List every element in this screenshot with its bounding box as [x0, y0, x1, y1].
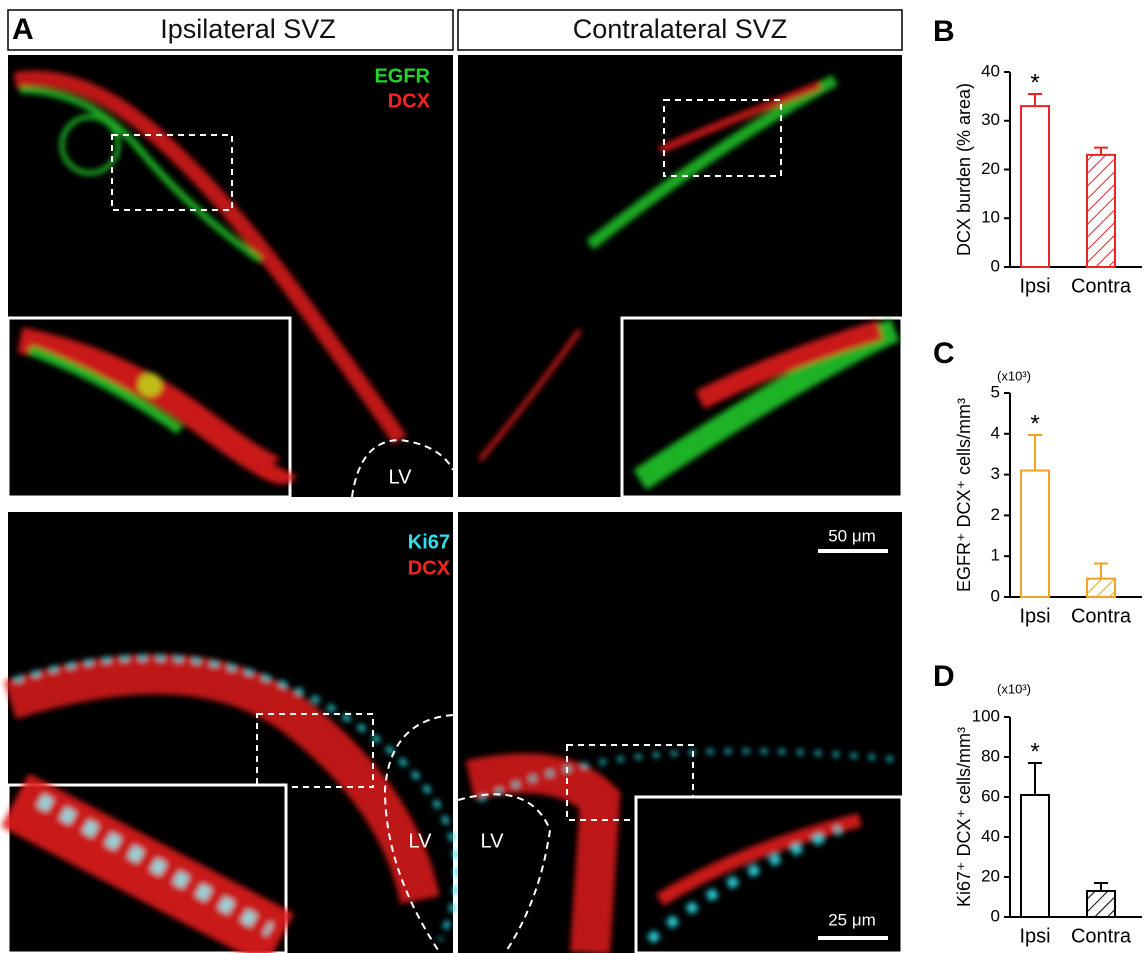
- x-tick-label: Ipsi: [1019, 605, 1050, 627]
- header-box: [7, 9, 454, 51]
- y-axis-label: EGFR⁺ DCX⁺ cells/mm³: [954, 398, 974, 592]
- micrograph: [6, 55, 454, 499]
- micrograph: [457, 512, 904, 953]
- error-bar: [1028, 762, 1042, 795]
- column-header: Ipsilateral SVZ: [160, 14, 336, 44]
- channel-label: Ki67: [408, 531, 450, 553]
- lv-label: LV: [481, 830, 505, 852]
- lv-label: LV: [389, 466, 413, 488]
- significance-mark: *: [1030, 738, 1039, 765]
- y-tick-label: 20: [981, 159, 1000, 178]
- y-tick-label: 1: [991, 546, 1000, 565]
- error-bar: [1094, 562, 1108, 579]
- error-bar: [1094, 146, 1108, 155]
- error-bar: [1028, 434, 1042, 471]
- y-tick-label: 3: [991, 464, 1000, 483]
- axis-multiplier: (x10³): [997, 681, 1031, 696]
- panel-letter: D: [933, 660, 955, 693]
- channel-label: DCX: [388, 90, 431, 112]
- bar: [1086, 577, 1116, 599]
- y-tick-label: 80: [981, 746, 1000, 765]
- header-box: [457, 9, 903, 51]
- error-bar: [1094, 882, 1108, 891]
- bar: [1020, 794, 1050, 918]
- channel-label: DCX: [408, 557, 451, 579]
- y-tick-label: 2: [991, 505, 1000, 524]
- significance-mark: *: [1030, 69, 1039, 96]
- y-tick-label: 40: [981, 61, 1000, 80]
- x-tick-label: Contra: [1071, 275, 1132, 297]
- column-header: Contralateral SVZ: [573, 14, 788, 44]
- x-tick-label: Ipsi: [1019, 275, 1050, 297]
- y-tick-label: 10: [981, 208, 1000, 227]
- channel-label: EGFR: [374, 65, 430, 87]
- x-tick-label: Ipsi: [1019, 925, 1050, 947]
- bar: [1020, 469, 1050, 598]
- micrograph: [0, 512, 461, 953]
- bar: [1020, 105, 1050, 268]
- panel-letter: C: [933, 337, 955, 370]
- y-tick-label: 0: [991, 906, 1000, 925]
- y-tick-label: 4: [991, 423, 1000, 442]
- x-tick-label: Contra: [1071, 605, 1132, 627]
- panel-letter: A: [12, 13, 34, 46]
- x-tick-label: Contra: [1071, 925, 1132, 947]
- y-tick-label: 20: [981, 866, 1000, 885]
- y-tick-label: 0: [991, 586, 1000, 605]
- significance-mark: *: [1030, 410, 1039, 437]
- y-tick-label: 0: [991, 256, 1000, 275]
- y-tick-label: 60: [981, 786, 1000, 805]
- bar: [1086, 890, 1116, 918]
- micrograph: [458, 55, 904, 499]
- lv-label: LV: [409, 830, 433, 852]
- axis-multiplier: (x10³): [997, 368, 1031, 383]
- scale-bar-label: 50 μm: [828, 526, 876, 545]
- y-axis-label: Ki67⁺ DCX⁺ cells/mm³: [954, 727, 974, 907]
- y-tick-label: 40: [981, 826, 1000, 845]
- bar: [1086, 153, 1116, 268]
- y-tick-label: 100: [972, 706, 1000, 725]
- y-tick-label: 30: [981, 110, 1000, 129]
- y-tick-label: 5: [991, 382, 1000, 401]
- scale-bar-label: 25 μm: [828, 910, 876, 929]
- y-axis-label: DCX burden (% area): [954, 83, 974, 256]
- error-bar: [1028, 92, 1042, 107]
- panel-letter: B: [933, 15, 955, 48]
